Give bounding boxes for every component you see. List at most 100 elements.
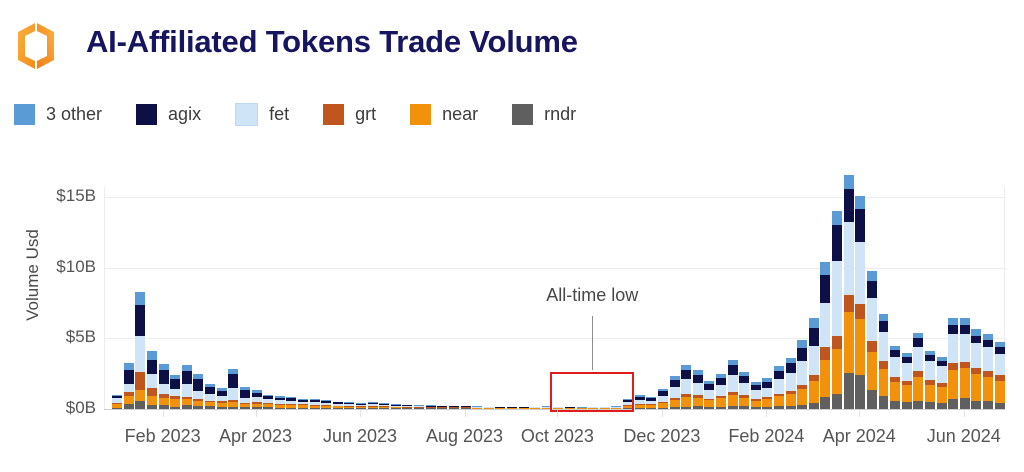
bar-column[interactable] [402, 404, 413, 409]
bar-segment-fet [936, 366, 947, 384]
bar-segment-grt [843, 294, 854, 312]
bar-column[interactable] [948, 317, 959, 409]
bar-column[interactable] [634, 394, 645, 409]
bar-column[interactable] [832, 210, 843, 409]
bar-column[interactable] [611, 406, 622, 409]
bar-segment-fet [356, 404, 366, 407]
bar-column[interactable] [193, 373, 204, 409]
bar-segment-agix [843, 188, 854, 223]
bar-column[interactable] [483, 406, 494, 409]
bar-column[interactable] [657, 388, 668, 409]
bar-column[interactable] [994, 341, 1005, 409]
bar-segment-rndr [274, 407, 285, 409]
bar-column[interactable] [425, 405, 436, 409]
bar-column[interactable] [878, 313, 889, 409]
bar-column[interactable] [367, 402, 378, 409]
bar-column[interactable] [286, 397, 297, 409]
bar-column[interactable] [216, 388, 227, 409]
bar-column[interactable] [472, 406, 483, 409]
bar-column[interactable] [541, 406, 552, 409]
bar-column[interactable] [971, 329, 982, 409]
bar-column[interactable] [774, 366, 784, 409]
bar-column[interactable] [599, 406, 610, 409]
bar-column[interactable] [797, 339, 808, 409]
bar-column[interactable] [924, 350, 935, 409]
bar-column[interactable] [112, 395, 123, 409]
bar-segment-rndr [890, 401, 901, 409]
legend-item-fet[interactable]: fet [235, 102, 289, 126]
bar-column[interactable] [530, 406, 541, 409]
legend-item-agix[interactable]: agix [136, 103, 201, 125]
bar-column[interactable] [901, 352, 912, 409]
bar-column[interactable] [274, 396, 285, 409]
bar-column[interactable] [843, 174, 854, 409]
bar-column[interactable] [866, 271, 877, 409]
bar-column[interactable] [983, 333, 993, 409]
bar-column[interactable] [297, 398, 308, 409]
bar-column[interactable] [356, 402, 366, 409]
bar-segment-rndr [228, 407, 239, 409]
bar-column[interactable] [390, 404, 401, 409]
legend-swatch-icon [14, 103, 35, 125]
bar-column[interactable] [959, 318, 970, 409]
bar-column[interactable] [460, 405, 471, 409]
bar-column[interactable] [681, 364, 692, 409]
bar-column[interactable] [239, 387, 250, 409]
bar-column[interactable] [785, 357, 796, 409]
bar-column[interactable] [495, 406, 506, 409]
bar-column[interactable] [576, 407, 587, 409]
bar-column[interactable] [135, 291, 146, 409]
bar-column[interactable] [263, 394, 274, 409]
bar-column[interactable] [437, 405, 448, 409]
bar-column[interactable] [147, 351, 157, 409]
bar-segment-fet [193, 390, 204, 399]
legend-item-near[interactable]: near [410, 103, 478, 125]
bar-column[interactable] [553, 406, 564, 409]
bar-column[interactable] [448, 405, 459, 409]
legend-item-rndr[interactable]: rndr [512, 103, 576, 125]
bar-column[interactable] [309, 399, 320, 409]
bar-column[interactable] [715, 373, 726, 409]
bar-column[interactable] [332, 401, 343, 409]
bar-column[interactable] [565, 406, 575, 409]
bar-segment-rndr [332, 408, 343, 409]
bar-column[interactable] [623, 399, 634, 409]
bar-segment-rndr [321, 407, 332, 409]
bar-column[interactable] [646, 396, 657, 409]
bar-segment-agix [924, 355, 935, 362]
legend-item-3-other[interactable]: 3 other [14, 103, 102, 125]
y-axis-tick-label: $15B [56, 186, 96, 206]
bar-column[interactable] [344, 402, 355, 409]
bar-column[interactable] [379, 403, 390, 409]
bar-column[interactable] [414, 404, 425, 409]
bar-column[interactable] [890, 345, 901, 409]
bar-column[interactable] [181, 364, 192, 409]
bar-column[interactable] [855, 195, 866, 409]
bar-column[interactable] [936, 357, 947, 409]
bar-column[interactable] [692, 370, 703, 409]
bar-column[interactable] [228, 369, 239, 409]
bar-column[interactable] [506, 406, 517, 409]
bar-column[interactable] [739, 371, 750, 409]
bar-column[interactable] [588, 406, 599, 409]
bar-column[interactable] [727, 359, 738, 409]
bar-column[interactable] [518, 406, 529, 409]
bar-column[interactable] [808, 318, 819, 409]
bar-column[interactable] [321, 400, 332, 409]
bar-column[interactable] [669, 375, 680, 409]
bar-column[interactable] [704, 381, 715, 409]
bar-column[interactable] [158, 363, 169, 409]
bar-segment-3-other [216, 388, 227, 391]
bar-segment-grt [181, 396, 192, 400]
bar-column[interactable] [762, 378, 773, 409]
bar-segment-fet [344, 404, 355, 406]
legend-item-grt[interactable]: grt [323, 103, 376, 125]
bar-column[interactable] [170, 374, 181, 409]
bar-column[interactable] [123, 363, 134, 409]
bar-column[interactable] [251, 390, 262, 409]
bar-column[interactable] [750, 382, 761, 409]
bar-column[interactable] [820, 261, 831, 409]
bar-column[interactable] [913, 332, 924, 409]
bar-segment-fet [785, 373, 796, 391]
bar-column[interactable] [205, 384, 216, 409]
